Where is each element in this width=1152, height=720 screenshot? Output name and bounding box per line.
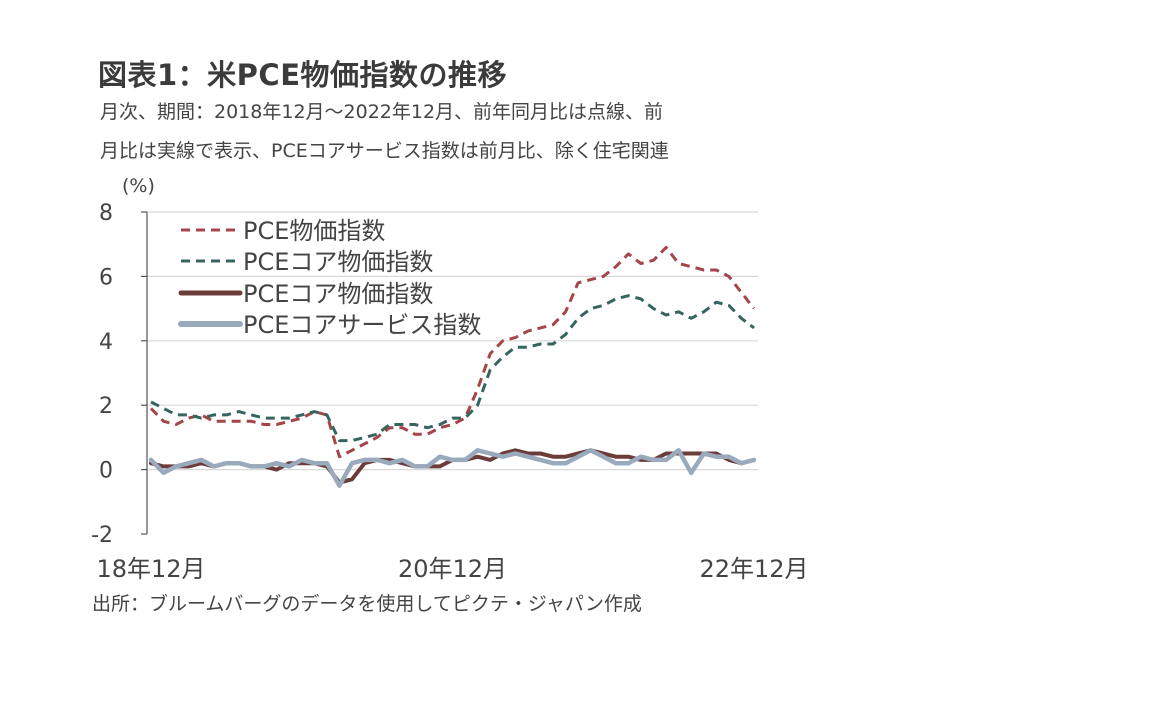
- gridlines: [147, 211, 758, 471]
- y-tick-label: 6: [99, 265, 113, 290]
- x-tick-labels: 18年12月 20年12月 22年12月: [96, 555, 808, 583]
- series-lines: [148, 245, 757, 488]
- y-tick-label: 8: [99, 201, 113, 226]
- series-line-3: [148, 448, 757, 488]
- y-tick-labels: 8 6 4 2 0 -2: [91, 201, 113, 548]
- chart-subtitle-line1: 月次、期間：2018年12月～2022年12月、前年同月比は点線、前: [100, 101, 664, 123]
- legend: PCE物価指数 PCEコア物価指数 PCEコア物価指数 PCEコアサービス指数: [178, 217, 481, 339]
- y-tick-label: 4: [99, 330, 113, 355]
- y-axis-unit-label: (%): [122, 175, 155, 197]
- series-line-2: [149, 448, 756, 485]
- legend-label-0: PCE物価指数: [243, 217, 385, 245]
- legend-label-2: PCEコア物価指数: [243, 280, 433, 308]
- y-tick-label: -2: [91, 523, 113, 548]
- series-line-1: [150, 294, 755, 443]
- chart-title: 図表1：米PCE物価指数の推移: [98, 58, 508, 92]
- legend-label-1: PCEコア物価指数: [243, 248, 433, 276]
- series-line-0: [149, 245, 756, 459]
- legend-label-3: PCEコアサービス指数: [243, 311, 481, 339]
- chart-subtitle-line2: 月比は実線で表示、PCEコアサービス指数は前月比、除く住宅関連: [100, 140, 669, 162]
- source-note: 出所：ブルームバーグのデータを使用してピクテ・ジャパン作成: [92, 593, 642, 615]
- x-tick-label: 22年12月: [699, 555, 808, 583]
- x-tick-label: 20年12月: [398, 555, 507, 583]
- y-tick-label: 2: [99, 394, 113, 419]
- y-tick-label: 0: [99, 459, 113, 484]
- axes: [141, 211, 148, 535]
- x-tick-label: 18年12月: [96, 555, 205, 583]
